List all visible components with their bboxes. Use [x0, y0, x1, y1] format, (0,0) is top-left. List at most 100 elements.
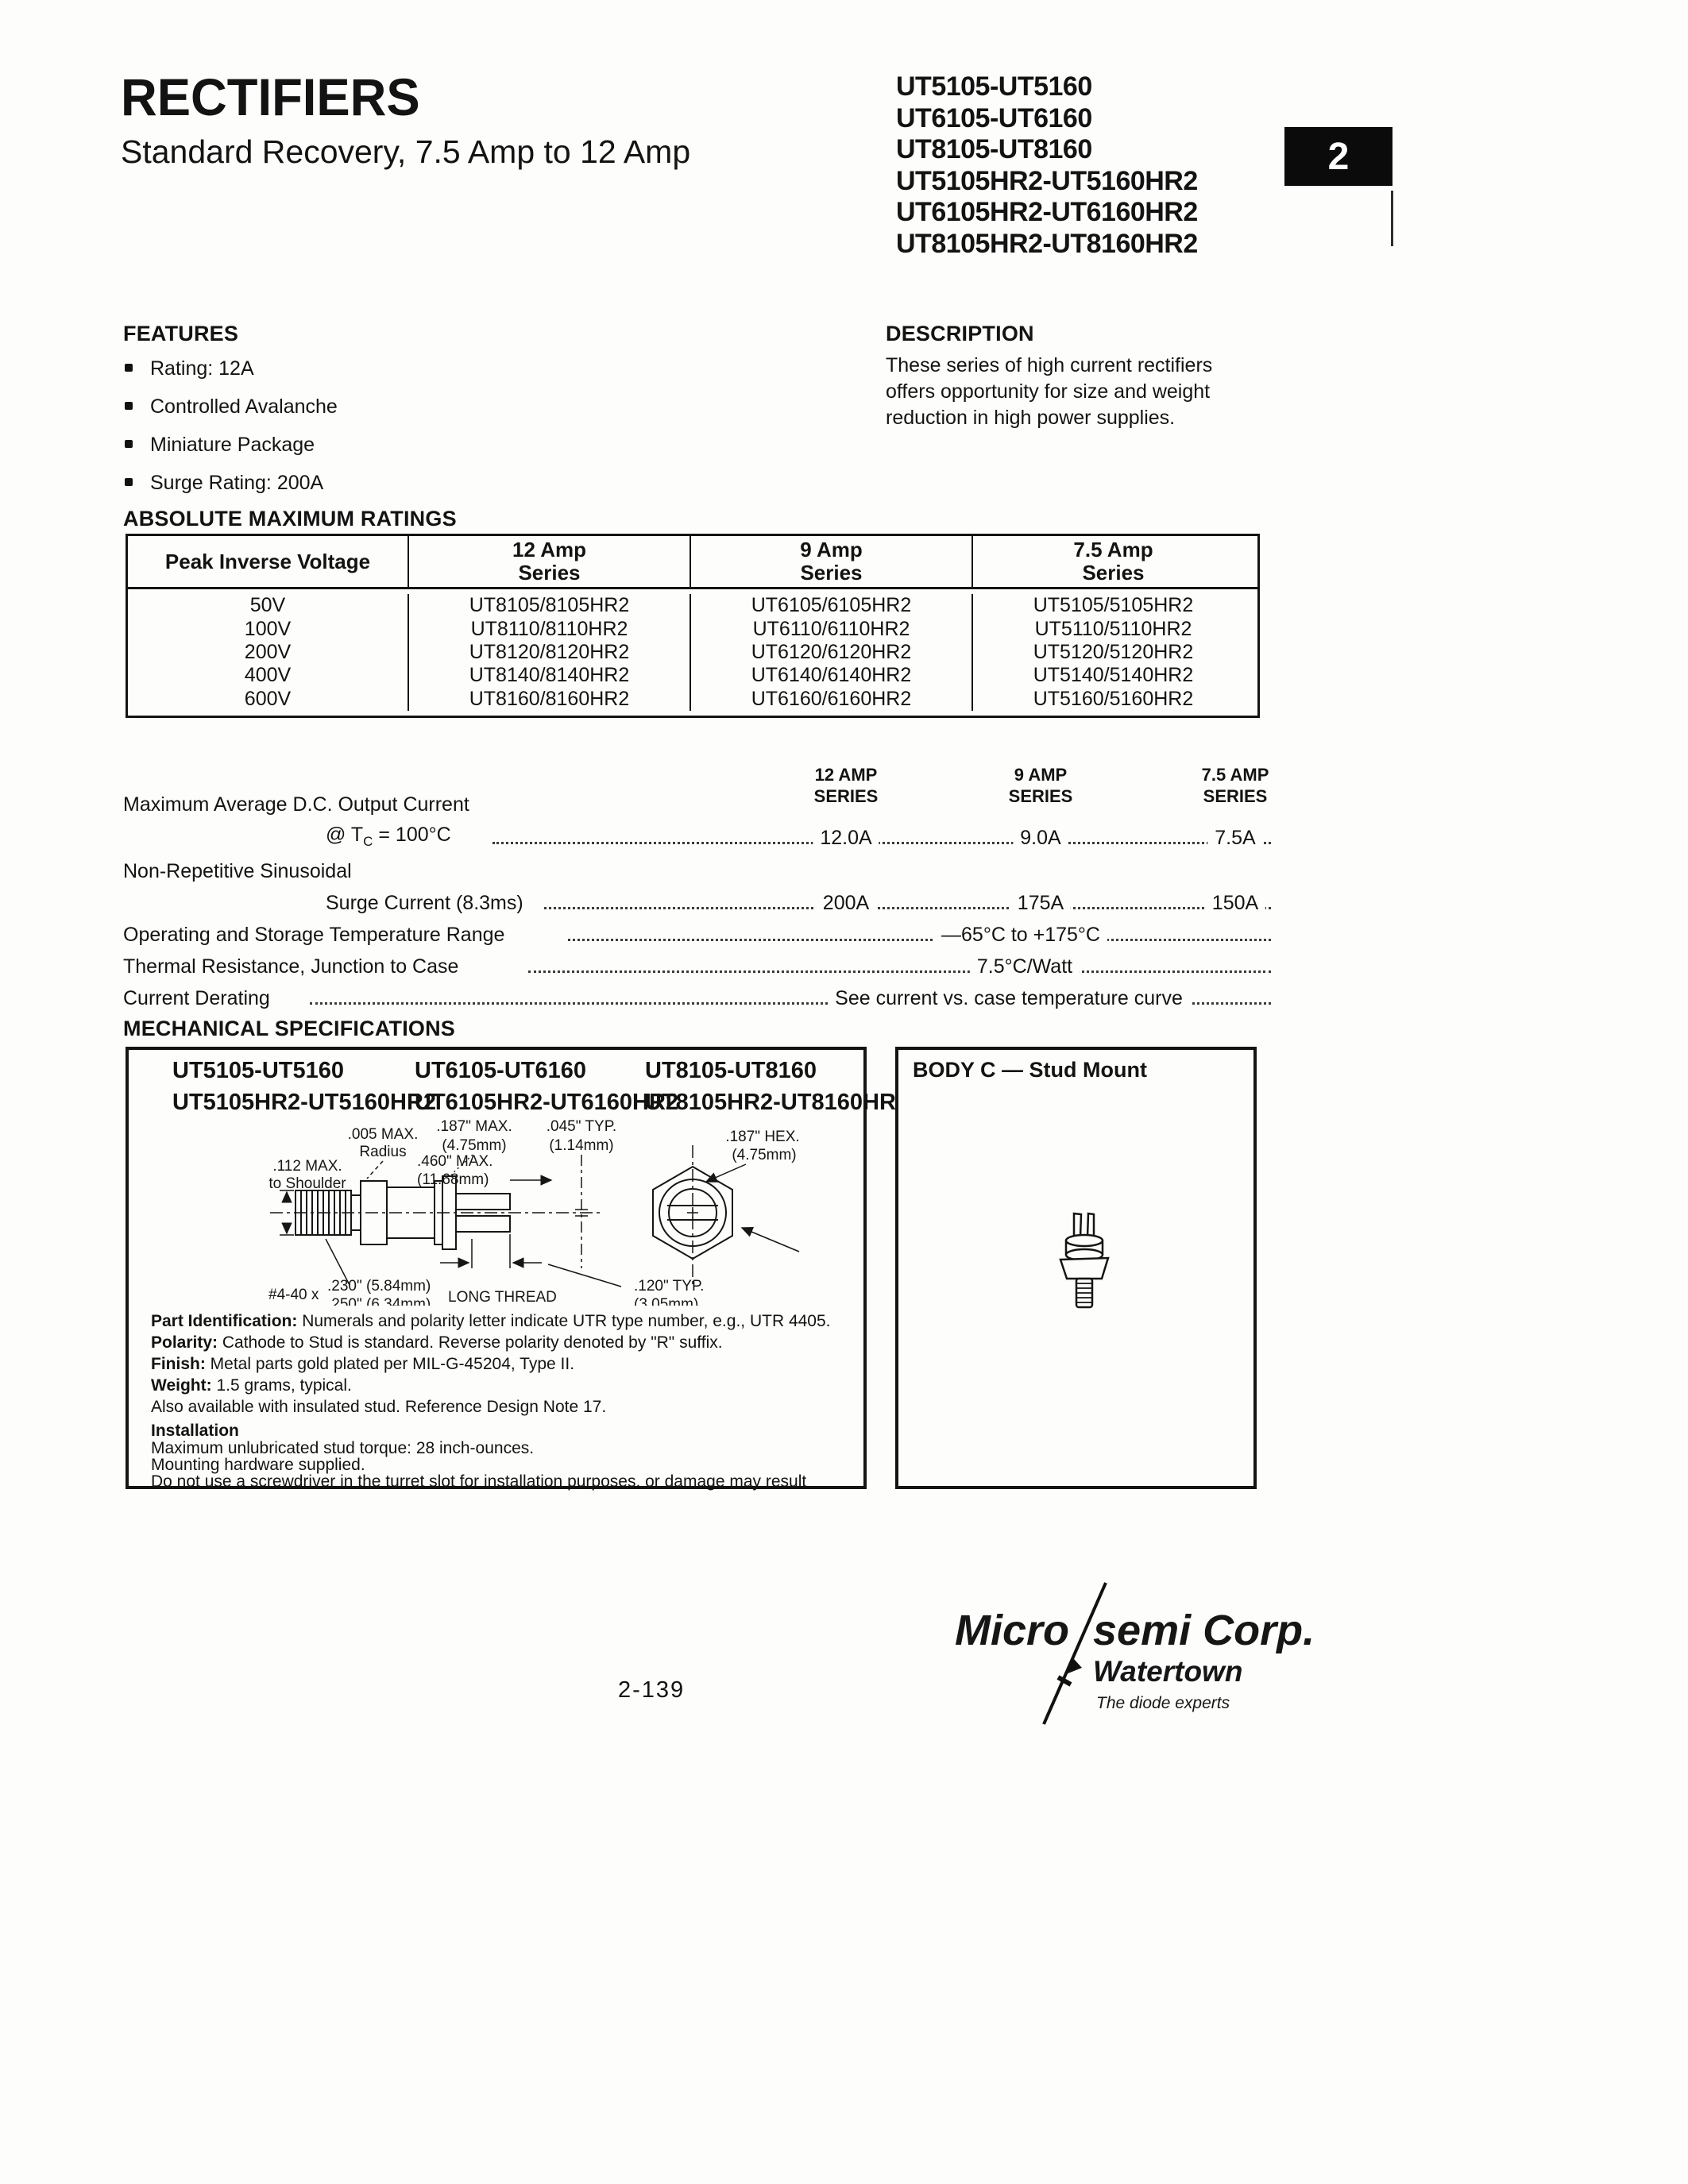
logo-location: Watertown: [1093, 1655, 1242, 1688]
cell-voltage: 50V: [249, 594, 286, 617]
table-row: 50V UT8105/8105HR2 UT6105/6105HR2 UT5105…: [128, 594, 1257, 618]
col-header-line: 7.5 Amp: [1073, 538, 1153, 561]
dot-leader: [310, 1002, 1271, 1005]
feature-item: Miniature Package: [123, 434, 338, 457]
cell-9amp: UT6105/6105HR2: [689, 594, 971, 618]
spec-value: 7.5°C/Watt: [969, 955, 1080, 978]
mechanical-heading: MECHANICAL SPECIFICATIONS: [123, 1017, 456, 1040]
section-tab: 2: [1284, 127, 1393, 186]
mech-part-range: UT6105HR2-UT6160HR2: [415, 1090, 679, 1115]
note-label: Polarity:: [151, 1333, 218, 1352]
page-subtitle: Standard Recovery, 7.5 Amp to 12 Amp: [121, 133, 691, 170]
mech-part-range: UT8105HR2-UT8160HR2: [645, 1090, 910, 1115]
cell-7amp: UT5110/5110HR2: [971, 617, 1253, 641]
cell-12amp: UT8140/8140HR2: [408, 664, 689, 688]
note-text: 1.5 grams, typical.: [211, 1376, 352, 1395]
logo-brand-left: Micro: [955, 1607, 1069, 1654]
diode-symbol-icon: [1056, 1659, 1082, 1687]
col-header-voltage: Peak Inverse Voltage: [164, 549, 371, 573]
spec-value: See current vs. case temperature curve: [828, 987, 1190, 1010]
ratings-heading: ABSOLUTE MAXIMUM RATINGS: [123, 507, 457, 531]
spec-label: Surge Current (8.3ms): [326, 892, 531, 915]
spec-value-12amp: 12.0A: [813, 827, 879, 850]
microsemi-logo: Micro semi Corp. Watertown The diode exp…: [955, 1582, 1315, 1725]
elec-header-line: 9 AMP: [1014, 765, 1068, 785]
elec-header-line: SERIES: [1008, 786, 1073, 806]
cell-voltage: 400V: [244, 664, 292, 687]
note-insulated-stud: Also available with insulated stud. Refe…: [151, 1398, 606, 1417]
part-range-line: UT8105-UT8160: [896, 134, 1092, 164]
cell-voltage: 200V: [244, 640, 292, 663]
logo-tagline: The diode experts: [1096, 1694, 1230, 1712]
mechanical-spec-box: UT5105-UT5160 UT6105-UT6160 UT8105-UT816…: [126, 1047, 909, 1491]
dim-thread-upper: .230" (5.84mm): [327, 1278, 431, 1295]
dim-pin-line1: .045" TYP.: [547, 1118, 616, 1135]
col-header-12amp: 12 Amp Series: [408, 536, 689, 587]
spec-value-7amp: 7.5A: [1207, 827, 1263, 850]
ratings-table-header: Peak Inverse Voltage 12 Amp Series 9 Amp…: [128, 536, 1257, 589]
spec-row-max-avg: Maximum Average D.C. Output Current: [123, 788, 1271, 816]
dim-hex-line2: (4.75mm): [732, 1147, 796, 1163]
note-weight: Weight: 1.5 grams, typical.: [151, 1376, 352, 1395]
elec-header-line: 7.5 AMP: [1201, 765, 1269, 785]
spec-row-surge: Surge Current (8.3ms) 200A 175A 150A: [123, 886, 1271, 915]
spec-value-9amp: 175A: [1010, 892, 1072, 915]
dim-radius-line1: .005 MAX.: [348, 1126, 419, 1143]
col-header-line: Series: [518, 561, 581, 585]
dim-thread-prefix: #4-40 x: [268, 1287, 319, 1303]
description-heading: DESCRIPTION: [886, 322, 1034, 345]
mech-part-range: UT5105-UT5160: [172, 1058, 344, 1083]
dot-leader: [528, 970, 1271, 973]
table-row: 100V UT8110/8110HR2 UT6110/6110HR2 UT511…: [128, 617, 1257, 641]
package-dimension-drawing: .005 MAX. Radius .112 MAX. to Shoulder .…: [268, 1118, 800, 1306]
dim-thread-suffix: LONG THREAD: [448, 1289, 557, 1306]
note-text: Also available with insulated stud. Refe…: [151, 1398, 607, 1416]
note-label: Part Identification:: [151, 1312, 298, 1330]
cell-7amp: UT5105/5105HR2: [971, 594, 1253, 618]
dim-pin-line2: (1.14mm): [549, 1137, 613, 1154]
dim-radius-line2: Radius: [359, 1144, 406, 1160]
cell-7amp: UT5140/5140HR2: [971, 664, 1253, 688]
body-c-heading: BODY C — Stud Mount: [913, 1058, 1147, 1082]
dim-shoulder-line2: to Shoulder: [268, 1175, 346, 1192]
electrical-column-headers: 12 AMP SERIES 9 AMP SERIES 7.5 AMP SERIE…: [123, 764, 1271, 806]
note-part-identification: Part Identification: Numerals and polari…: [151, 1312, 831, 1331]
spec-label: Current Derating: [123, 987, 278, 1010]
description-section: DESCRIPTION These series of high current…: [886, 322, 1267, 431]
elec-header-line: 12 AMP: [814, 765, 878, 785]
dot-leader: [492, 842, 1271, 844]
dim-thread-lower: .250" (6.34mm): [327, 1296, 431, 1306]
spec-value-7amp: 150A: [1204, 892, 1266, 915]
tc-pre: @ T: [326, 824, 364, 846]
spec-label: Operating and Storage Temperature Range: [123, 924, 513, 947]
logo-slash: [1042, 1582, 1107, 1725]
installation-line: Maximum unlubricated stud torque: 28 inc…: [151, 1439, 535, 1457]
cell-7amp: UT5160/5160HR2: [971, 687, 1253, 711]
installation-line: Mounting hardware supplied.: [151, 1456, 365, 1474]
ratings-table: Peak Inverse Voltage 12 Amp Series 9 Amp…: [126, 534, 1260, 718]
col-header-line: Series: [1082, 561, 1145, 585]
feature-item: Controlled Avalanche: [123, 396, 338, 419]
col-header-line: 12 Amp: [512, 538, 586, 561]
cell-voltage: 100V: [244, 617, 292, 640]
dim-length-line2: (11.68mm): [417, 1171, 489, 1188]
page-edge-mark: [1391, 191, 1393, 246]
page-title: RECTIFIERS: [121, 68, 420, 126]
dim-length-line1: .460" MAX.: [417, 1153, 492, 1170]
elec-header-12amp: 12 AMP SERIES: [814, 764, 879, 807]
dim-stud-line2: (3.05mm): [634, 1296, 698, 1306]
part-number-list: UT5105-UT5160 UT6105-UT6160 UT8105-UT816…: [896, 71, 1198, 260]
table-row: 200V UT8120/8120HR2 UT6120/6120HR2 UT512…: [128, 640, 1257, 665]
installation-line: Do not use a screwdriver in the turret s…: [151, 1472, 807, 1491]
dim-stud-line1: .120" TYP.: [634, 1278, 704, 1295]
stud-mount-part-image: [1059, 1212, 1110, 1309]
cell-12amp: UT8120/8120HR2: [408, 640, 689, 665]
cell-12amp: UT8110/8110HR2: [408, 617, 689, 641]
spec-row-nonrep: Non-Repetitive Sinusoidal: [123, 855, 1271, 883]
spec-label: Non-Repetitive Sinusoidal: [123, 860, 360, 883]
elec-header-7amp: 7.5 AMP SERIES: [1202, 764, 1269, 807]
note-label: Finish:: [151, 1355, 206, 1373]
logo-brand-right: semi Corp.: [1093, 1607, 1315, 1654]
cell-12amp: UT8105/8105HR2: [408, 594, 689, 618]
